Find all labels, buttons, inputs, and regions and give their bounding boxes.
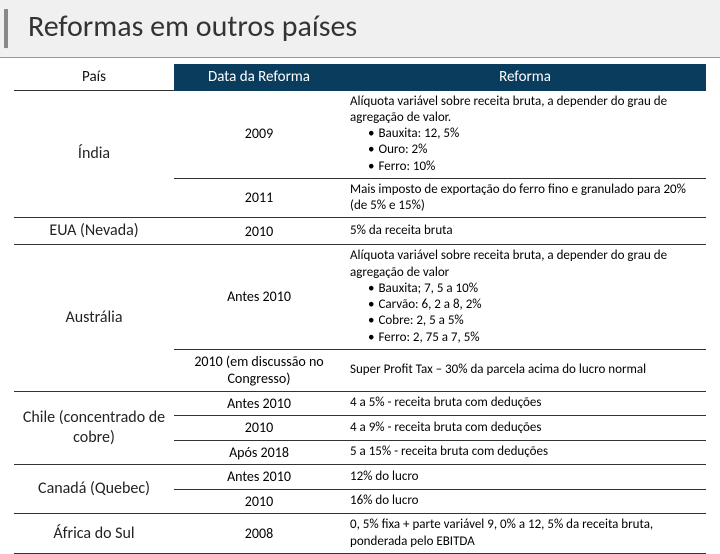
country-cell: África do Sul (14, 514, 174, 554)
date-cell: 2010 (174, 416, 344, 441)
bullet: Carvão: 6, 2 a 8, 2% (368, 297, 700, 313)
bullet: Ferro: 2, 75 a 7, 5% (368, 330, 700, 346)
bullet: Bauxita: 12, 5% (368, 126, 700, 142)
date-cell: Antes 2010 (174, 245, 344, 350)
date-cell: Antes 2010 (174, 391, 344, 416)
col-header-reform: Reforma (344, 64, 706, 91)
desc-cell: Mais imposto de exportação do ferro fino… (344, 178, 706, 218)
country-cell: Austrália (14, 245, 174, 392)
bullet: Bauxita; 7, 5 a 10% (368, 281, 700, 297)
desc-cell: Super Profit Tax – 30% da parcela acima … (344, 349, 706, 391)
date-cell: 2008 (174, 514, 344, 554)
table-row: Chile (concentrado de cobre) Antes 2010 … (14, 391, 706, 416)
desc-cell: 0, 5% fixa + parte variável 9, 0% a 12, … (344, 514, 706, 554)
table-row: África do Sul 2008 0, 5% fixa + parte va… (14, 514, 706, 554)
date-cell: Antes 2010 (174, 465, 344, 490)
desc-cell: 4 a 5% - receita bruta com deduções (344, 391, 706, 416)
desc-cell: Alíquota variável sobre receita bruta, a… (344, 245, 706, 350)
desc-cell: 5% da receita bruta (344, 218, 706, 245)
bullet: Ferro: 10% (368, 159, 700, 175)
bullet: Cobre: 2, 5 a 5% (368, 313, 700, 329)
desc-cell: 5 a 15% - receita bruta com deduções (344, 440, 706, 465)
col-header-country: País (14, 64, 174, 91)
desc-cell: 12% do lucro (344, 465, 706, 490)
date-cell: 2011 (174, 178, 344, 218)
table-row: Canadá (Quebec) Antes 2010 12% do lucro (14, 465, 706, 490)
desc-lead: Alíquota variável sobre receita bruta, a… (350, 94, 700, 127)
date-cell: 2010 (174, 489, 344, 514)
reforms-table: País Data da Reforma Reforma Índia 2009 … (14, 64, 706, 554)
page-title: Reformas em outros países (0, 0, 720, 58)
date-cell: 2009 (174, 91, 344, 179)
desc-cell: 16% do lucro (344, 489, 706, 514)
desc-sublist: Bauxita: 12, 5% Ouro: 2% Ferro: 10% (350, 126, 700, 175)
desc-cell: Alíquota variável sobre receita bruta, a… (344, 91, 706, 179)
date-cell: 2010 (174, 218, 344, 245)
table-row: Índia 2009 Alíquota variável sobre recei… (14, 91, 706, 179)
country-cell: Canadá (Quebec) (14, 465, 174, 514)
country-cell: EUA (Nevada) (14, 218, 174, 245)
desc-sublist: Bauxita; 7, 5 a 10% Carvão: 6, 2 a 8, 2%… (350, 281, 700, 346)
table-row: EUA (Nevada) 2010 5% da receita bruta (14, 218, 706, 245)
table-row: Austrália Antes 2010 Alíquota variável s… (14, 245, 706, 350)
date-cell: Após 2018 (174, 440, 344, 465)
country-cell: Chile (concentrado de cobre) (14, 391, 174, 465)
col-header-date: Data da Reforma (174, 64, 344, 91)
table-header-row: País Data da Reforma Reforma (14, 64, 706, 91)
desc-cell: 4 a 9% - receita bruta com deduções (344, 416, 706, 441)
date-cell: 2010 (em discussão no Congresso) (174, 349, 344, 391)
country-cell: Índia (14, 91, 174, 218)
desc-lead: Alíquota variável sobre receita bruta, a… (350, 248, 700, 281)
bullet: Ouro: 2% (368, 142, 700, 158)
